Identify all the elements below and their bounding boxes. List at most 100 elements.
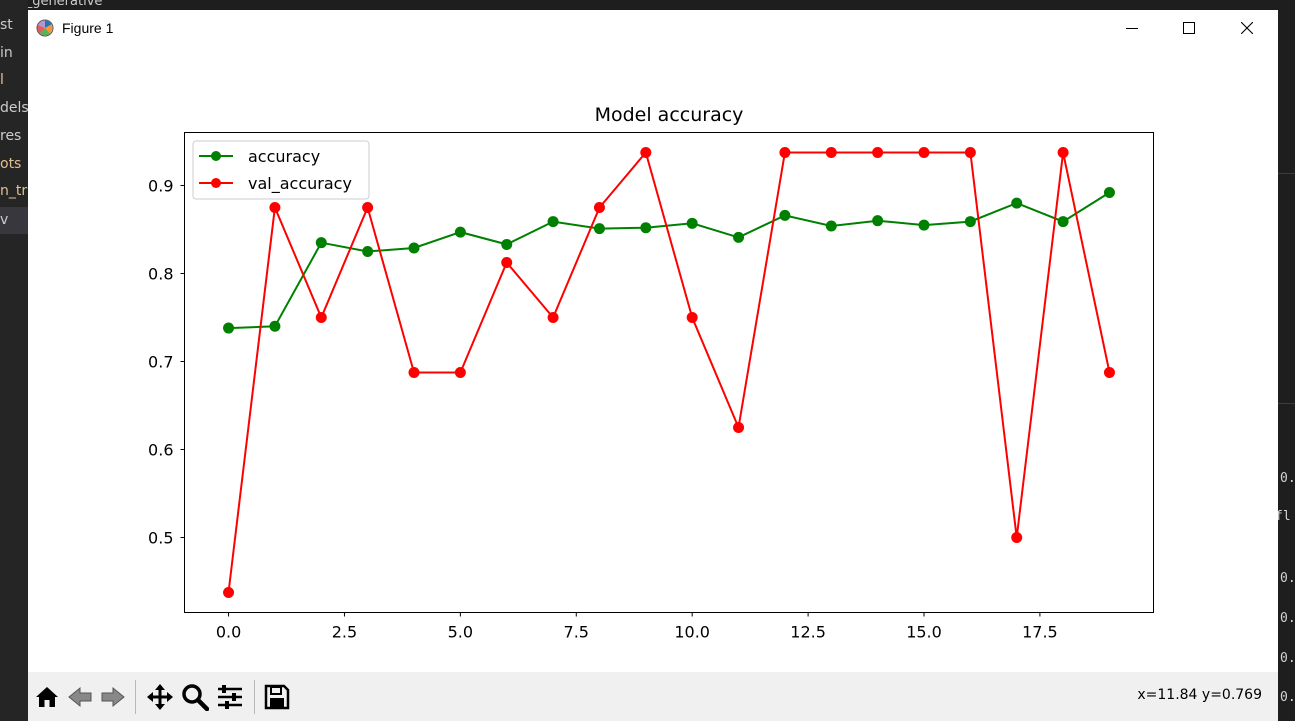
title-bar[interactable]: Figure 1 [28, 10, 1278, 46]
x-tick-label: 2.5 [332, 623, 357, 642]
terminal-text: fl [1278, 509, 1291, 524]
legend: accuracy val_accuracy [192, 140, 370, 200]
explorer-item[interactable]: st [0, 17, 13, 33]
data-point-val-accuracy [1057, 146, 1069, 158]
data-point-accuracy [1011, 197, 1023, 209]
zoom-icon [182, 684, 209, 711]
explorer-item[interactable]: ots [0, 156, 22, 172]
explorer-item[interactable]: l [0, 72, 4, 88]
legend-label-val-accuracy: val_accuracy [248, 174, 352, 194]
terminal-text: 0. [1280, 471, 1295, 486]
navigation-toolbar: x=11.84 y=0.769 [28, 672, 1278, 721]
data-point-accuracy [454, 226, 466, 238]
data-point-val-accuracy [686, 311, 698, 323]
data-point-accuracy [1057, 216, 1069, 228]
explorer-item[interactable]: n_tra [0, 183, 28, 199]
explorer-item[interactable]: dels [0, 100, 28, 116]
close-button[interactable] [1218, 10, 1276, 46]
data-point-accuracy [269, 320, 281, 332]
chart-title: Model accuracy [595, 104, 744, 126]
series-line-accuracy [228, 191, 1111, 330]
explorer-item[interactable]: res [0, 128, 22, 144]
home-button[interactable] [32, 682, 62, 712]
pan-icon [147, 684, 173, 710]
y-tick-label: 0.8 [148, 264, 173, 283]
data-point-val-accuracy [779, 146, 791, 158]
maximize-button[interactable] [1160, 10, 1218, 46]
background-explorer: st in l dels res ots n_tra v [0, 0, 28, 721]
y-tick-label: 0.9 [148, 176, 173, 195]
data-point-accuracy [501, 238, 513, 250]
data-point-val-accuracy [640, 146, 652, 158]
data-point-val-accuracy [315, 311, 327, 323]
data-point-accuracy [593, 223, 605, 235]
configure-subplots-button[interactable] [215, 682, 245, 712]
plot-lines [223, 146, 1115, 599]
data-point-val-accuracy [408, 367, 420, 378]
data-point-val-accuracy [454, 367, 466, 378]
home-icon [36, 687, 58, 707]
x-tick-label: 12.5 [790, 623, 826, 642]
cursor-coordinates: x=11.84 y=0.769 [1137, 687, 1262, 703]
minimize-icon [1126, 28, 1138, 29]
data-point-accuracy [872, 215, 884, 227]
data-point-accuracy [315, 237, 327, 249]
y-tick-label: 0.5 [148, 529, 173, 548]
back-button[interactable] [65, 682, 95, 712]
background-terminal: 0. fl 0. 0. 0. 0. [1278, 0, 1295, 721]
data-point-val-accuracy [547, 311, 559, 323]
matplotlib-icon [36, 19, 54, 37]
x-tick-label: 0.0 [216, 623, 241, 642]
data-point-val-accuracy [223, 587, 235, 599]
figure-canvas[interactable]: Model accuracy 0.0 2.5 5.0 7.5 10.0 12.5 15.0 1… [28, 46, 1278, 672]
x-tick-label: 17.5 [1022, 623, 1058, 642]
data-point-accuracy [1103, 187, 1115, 199]
x-axis: 0.0 2.5 5.0 7.5 10.0 12.5 15.0 17.5 [216, 612, 1058, 642]
data-point-val-accuracy [1011, 532, 1023, 544]
pan-button[interactable] [145, 682, 175, 712]
data-point-accuracy [686, 217, 698, 229]
data-point-val-accuracy [918, 146, 930, 158]
data-point-accuracy [825, 220, 837, 232]
data-point-accuracy [547, 216, 559, 228]
zoom-button[interactable] [180, 682, 210, 712]
legend-label-accuracy: accuracy [248, 147, 320, 166]
data-point-accuracy [408, 242, 420, 254]
save-button[interactable] [262, 682, 292, 712]
terminal-text: 0. [1280, 611, 1295, 626]
save-icon [264, 684, 290, 710]
background-editor-tabs: \pre_generative [0, 0, 1295, 10]
terminal-text: 0. [1280, 690, 1295, 705]
x-tick-label: 15.0 [906, 623, 942, 642]
data-point-val-accuracy [964, 146, 976, 158]
terminal-text: 0. [1280, 651, 1295, 666]
terminal-divider [1278, 403, 1295, 404]
toolbar-separator [135, 680, 136, 714]
data-point-val-accuracy [1103, 367, 1115, 378]
data-point-accuracy [964, 216, 976, 228]
axes-frame [184, 132, 1154, 613]
legend-marker-accuracy [211, 151, 221, 161]
close-icon [1241, 22, 1253, 34]
configure-subplots-icon [218, 685, 242, 709]
figure-window: Figure 1 Model accuracy 0.0 2.5 5.0 7.5 10.0… [28, 10, 1278, 721]
accuracy-chart: Model accuracy 0.0 2.5 5.0 7.5 10.0 12.5 15.0 1… [148, 104, 1154, 642]
back-icon [68, 686, 92, 708]
data-point-accuracy [779, 209, 791, 221]
data-point-accuracy [362, 245, 374, 257]
data-point-val-accuracy [269, 201, 281, 213]
minimize-button[interactable] [1103, 10, 1161, 46]
forward-icon [101, 686, 125, 708]
y-tick-label: 0.6 [148, 441, 173, 460]
maximize-icon [1183, 22, 1195, 34]
window-title: Figure 1 [62, 20, 114, 36]
series-line-val-accuracy [227, 150, 1111, 593]
data-point-val-accuracy [825, 146, 837, 158]
terminal-divider [1278, 173, 1295, 174]
data-point-accuracy [223, 322, 235, 334]
forward-button[interactable] [98, 682, 128, 712]
data-point-val-accuracy [593, 201, 605, 213]
explorer-item[interactable]: in [0, 45, 13, 61]
explorer-item-selected[interactable]: v [0, 207, 28, 234]
x-tick-label: 7.5 [564, 623, 589, 642]
